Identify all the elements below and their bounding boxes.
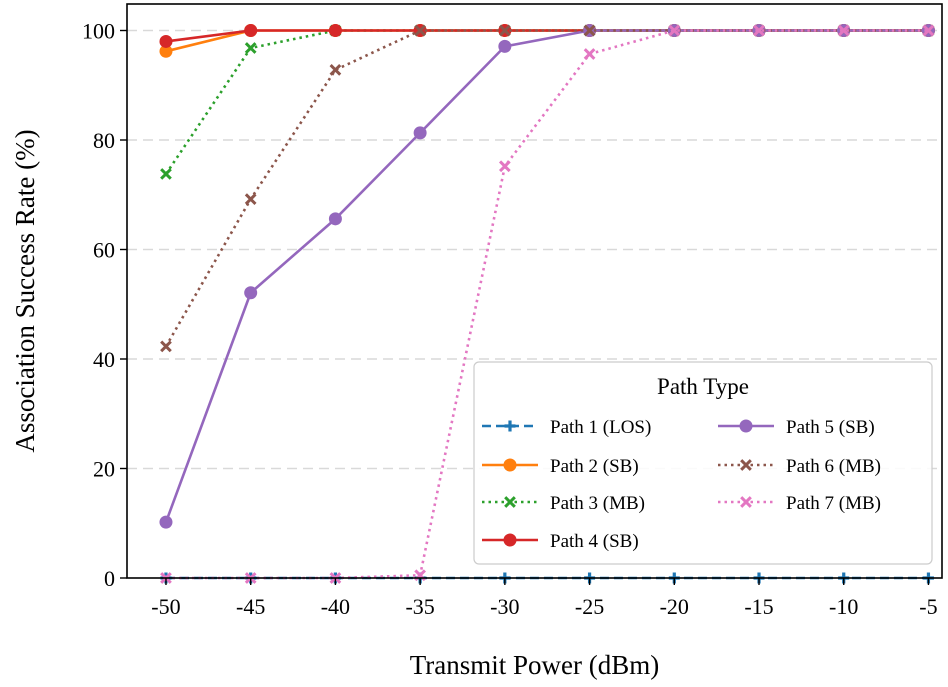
- data-point: [244, 286, 258, 300]
- x-tick-label: -35: [405, 594, 434, 619]
- legend-label: Path 5 (SB): [786, 417, 875, 438]
- data-point: [583, 24, 596, 37]
- data-point: [414, 24, 426, 37]
- data-point: [328, 24, 342, 37]
- data-point: [244, 193, 257, 205]
- plot-frame: [126, 3, 943, 579]
- y-tick-label: 0: [104, 566, 115, 591]
- x-tick-label: -10: [829, 594, 858, 619]
- legend-item: Path 5 (SB): [718, 417, 875, 438]
- legend-swatch-marker: [740, 496, 752, 508]
- y-axis-label: Association Success Rate (%): [10, 129, 40, 452]
- legend-swatch-marker: [740, 459, 752, 471]
- x-tick-label: -5: [919, 594, 937, 619]
- x-tick-label: -25: [575, 594, 604, 619]
- legend-swatch-marker: [503, 533, 517, 547]
- data-point: [159, 44, 173, 58]
- legend-swatch-marker: [503, 458, 517, 472]
- series-path-2: [159, 24, 935, 58]
- legend-label: Path 4 (SB): [550, 531, 639, 552]
- x-tick-label: -15: [744, 594, 773, 619]
- y-tick-label: 20: [93, 457, 115, 482]
- legend-item: Path 4 (SB): [482, 531, 639, 552]
- legend-item: Path 6 (MB): [718, 456, 881, 477]
- data-point: [244, 24, 258, 37]
- legend-item: Path 7 (MB): [718, 493, 881, 514]
- legend-swatch-marker: [504, 496, 516, 508]
- legend-label: Path 2 (SB): [550, 456, 639, 477]
- series-path-6: [160, 24, 935, 353]
- y-tick-label: 100: [82, 19, 115, 44]
- series-path-3: [160, 24, 935, 180]
- legend-title: Path Type: [657, 374, 749, 399]
- legend-item: Path 2 (SB): [482, 456, 639, 477]
- legend-label: Path 3 (MB): [550, 493, 645, 514]
- data-point: [413, 126, 427, 140]
- y-tick-label: 80: [93, 128, 115, 153]
- data-point: [668, 24, 681, 37]
- data-point: [329, 64, 342, 76]
- data-point: [498, 24, 511, 37]
- legend-label: Path 7 (MB): [786, 493, 881, 514]
- x-axis-label: Transmit Power (dBm): [410, 650, 660, 680]
- data-point: [160, 168, 172, 180]
- legend-item: Path 3 (MB): [482, 493, 645, 514]
- x-tick-label: -40: [321, 594, 350, 619]
- series-line: [165, 29, 929, 43]
- x-axis: -50 -45 -40 -35 -30 -25 -20 -15 -10 -5: [151, 578, 938, 619]
- x-tick-label: -20: [660, 594, 689, 619]
- series-line: [164, 29, 929, 348]
- data-point: [159, 515, 173, 529]
- legend-item: Path 1 (LOS): [482, 417, 651, 438]
- legend-label: Path 6 (MB): [786, 456, 881, 477]
- series-line: [164, 29, 929, 175]
- series-path-4: [159, 24, 935, 48]
- data-point: [498, 39, 512, 53]
- data-point: [837, 24, 850, 37]
- data-point: [922, 24, 935, 37]
- data-point: [160, 340, 172, 353]
- legend-swatch-marker: [739, 419, 753, 433]
- x-tick-label: -45: [236, 594, 265, 619]
- x-tick-label: -30: [490, 594, 519, 619]
- y-axis: 0 20 40 60 80 100: [82, 19, 127, 591]
- data-point: [753, 24, 765, 37]
- x-tick-label: -50: [151, 594, 180, 619]
- legend-swatch-marker: [504, 420, 516, 432]
- series-line: [165, 29, 929, 580]
- y-tick-label: 60: [93, 238, 115, 263]
- data-point: [328, 212, 342, 226]
- y-tick-label: 40: [93, 347, 115, 372]
- legend: Path Type Path 1 (LOS) Path 2 (SB) Path 3 …: [473, 361, 933, 565]
- data-point: [159, 34, 173, 48]
- legend-label: Path 1 (LOS): [550, 417, 651, 438]
- data-point: [244, 42, 257, 54]
- data-point: [583, 48, 596, 60]
- data-point: [498, 160, 511, 173]
- legend-box: [473, 361, 933, 565]
